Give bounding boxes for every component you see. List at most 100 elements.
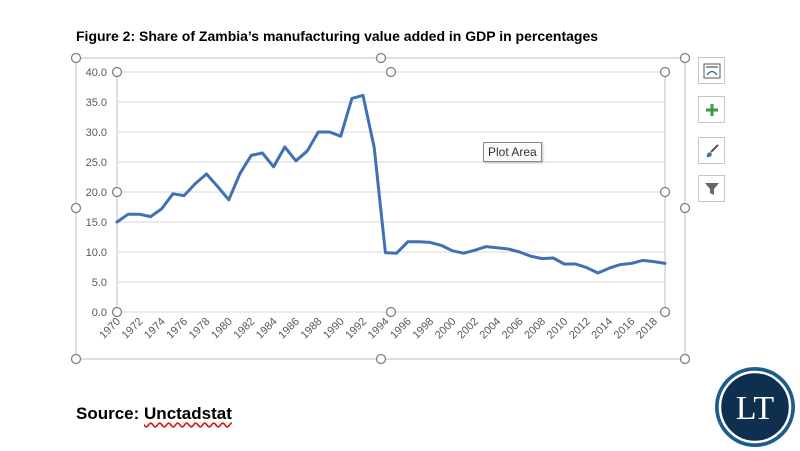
data-point (272, 165, 275, 168)
data-point (138, 213, 141, 216)
x-tick-label: 2014 (589, 316, 615, 342)
lt-logo: LT (715, 367, 795, 447)
source-note: Source: Unctadstat (76, 404, 232, 424)
x-tick-label: 2018 (634, 316, 660, 342)
data-point (261, 152, 264, 155)
data-point (540, 257, 543, 260)
data-point (451, 249, 454, 252)
y-tick-label: 40.0 (86, 67, 107, 79)
data-point (395, 252, 398, 255)
data-point (239, 172, 242, 175)
data-point (630, 262, 633, 265)
resize-handle[interactable] (659, 306, 671, 318)
chart-filters-button[interactable] (698, 175, 725, 202)
resize-handle[interactable] (375, 353, 387, 365)
data-point (585, 266, 588, 269)
resize-handle[interactable] (70, 202, 82, 214)
x-tick-label: 2012 (567, 316, 593, 342)
resize-handle[interactable] (679, 353, 691, 365)
resize-handle[interactable] (385, 306, 397, 318)
x-tick-label: 1974 (142, 316, 168, 342)
brush-icon (706, 143, 719, 157)
data-point (652, 260, 655, 263)
x-tick-label: 1976 (164, 316, 190, 342)
data-point (373, 146, 376, 149)
data-point (608, 267, 611, 270)
source-label: Source: (76, 404, 145, 423)
data-point (216, 185, 219, 188)
plus-icon (705, 103, 718, 116)
data-point (440, 244, 443, 247)
resize-handle[interactable] (70, 52, 82, 64)
resize-handle[interactable] (385, 66, 397, 78)
data-point (205, 173, 208, 176)
data-point (306, 150, 309, 153)
data-point (507, 248, 510, 251)
figure-title: Figure 2: Share of Zambia’s manufacturin… (76, 28, 599, 44)
data-point (384, 251, 387, 254)
y-tick-label: 10.0 (86, 247, 107, 259)
data-point (563, 263, 566, 266)
data-point (127, 213, 130, 216)
data-point (183, 194, 186, 197)
data-point (406, 240, 409, 243)
chart-layout-icon (703, 63, 720, 78)
data-point (171, 192, 174, 195)
y-tick-label: 15.0 (86, 217, 107, 229)
data-point (462, 252, 465, 255)
resize-handle[interactable] (659, 66, 671, 78)
data-point (664, 262, 667, 265)
y-tick-label: 5.0 (92, 277, 107, 289)
data-point (429, 241, 432, 244)
x-tick-label: 1992 (343, 316, 369, 342)
data-point (160, 207, 163, 210)
x-tick-label: 1978 (187, 316, 213, 342)
data-point (328, 131, 331, 134)
data-point (362, 94, 365, 97)
resize-handle[interactable] (111, 66, 123, 78)
data-point (619, 263, 622, 266)
plot-area-tooltip: Plot Area (483, 142, 542, 162)
resize-handle[interactable] (679, 202, 691, 214)
data-point (116, 221, 119, 224)
data-point (294, 159, 297, 162)
x-tick-label: 2016 (612, 316, 638, 342)
y-tick-label: 0.0 (92, 307, 107, 319)
y-tick-label: 35.0 (86, 97, 107, 109)
filter-icon (704, 182, 719, 195)
x-tick-label: 1970 (97, 316, 123, 342)
x-tick-label: 1988 (299, 316, 325, 342)
data-point (473, 249, 476, 252)
x-tick-label: 1986 (276, 316, 302, 342)
chart-styles-button[interactable] (698, 137, 725, 164)
data-point (485, 245, 488, 248)
chart-elements-button[interactable] (698, 57, 725, 84)
resize-handle[interactable] (70, 353, 82, 365)
x-tick-label: 2006 (500, 316, 526, 342)
x-tick-label: 2000 (433, 316, 459, 342)
data-point (641, 259, 644, 262)
x-tick-label: 2008 (522, 316, 548, 342)
resize-handle[interactable] (659, 186, 671, 198)
data-point (227, 198, 230, 201)
data-point (317, 131, 320, 134)
x-tick-label: 1980 (209, 316, 235, 342)
y-tick-label: 25.0 (86, 157, 107, 169)
data-point (574, 263, 577, 266)
data-point (250, 154, 253, 157)
x-tick-label: 2004 (478, 316, 504, 342)
resize-handle[interactable] (111, 306, 123, 318)
resize-handle[interactable] (679, 52, 691, 64)
x-tick-label: 1982 (232, 316, 258, 342)
add-chart-element-button[interactable] (698, 96, 725, 123)
resize-handle[interactable] (111, 186, 123, 198)
x-tick-label: 2010 (545, 316, 571, 342)
resize-handle[interactable] (375, 52, 387, 64)
x-tick-label: 1990 (321, 316, 347, 342)
series-line[interactable] (115, 93, 667, 275)
data-point (596, 272, 599, 275)
x-tick-label: 1984 (254, 316, 280, 342)
data-point (496, 246, 499, 249)
data-point (194, 182, 197, 185)
